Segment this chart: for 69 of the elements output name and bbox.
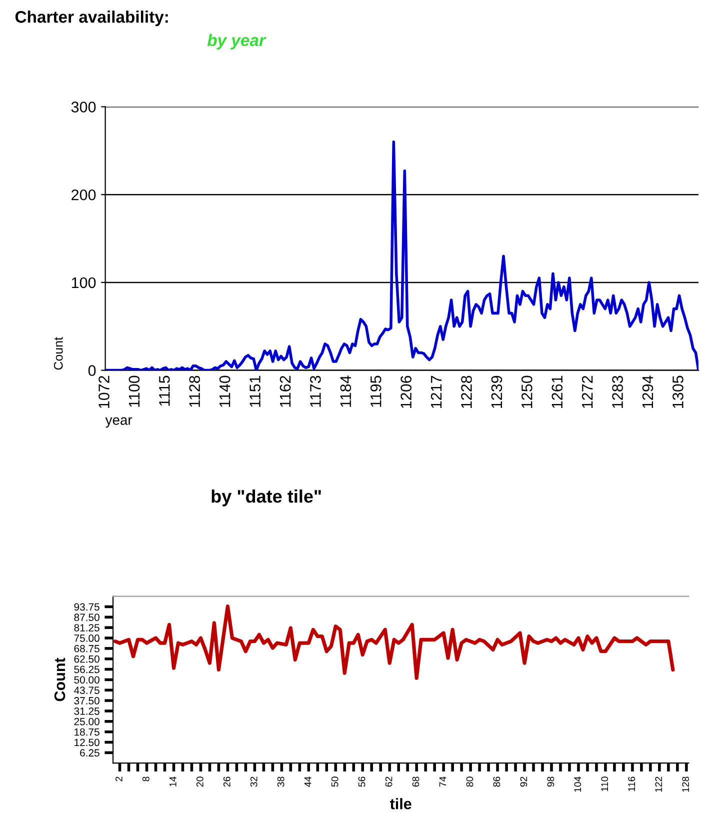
x-tick-label: 1294 xyxy=(642,376,654,408)
x-tick-label: 1115 xyxy=(159,376,170,406)
x-tick-label: 20 xyxy=(196,776,204,787)
x-tick-label: 1217 xyxy=(430,376,442,408)
y-tick-label: 50.00 xyxy=(74,676,100,684)
x-tick-label: 1128 xyxy=(189,376,200,407)
x-tick-label: 92 xyxy=(520,776,528,787)
x-tick-label: 116 xyxy=(628,776,636,792)
line-series xyxy=(113,604,675,680)
y-tick-label: 93.75 xyxy=(74,603,100,611)
chart-subtitle: by year xyxy=(207,34,266,50)
x-tick-label: 74 xyxy=(439,776,446,787)
y-tick-label: 31.25 xyxy=(74,707,100,715)
x-tick-label: 2 xyxy=(115,776,122,782)
x-tick-label: 50 xyxy=(331,776,338,787)
x-tick-label: 1305 xyxy=(672,376,684,408)
x-tick-label: 122 xyxy=(655,776,662,792)
x-tick-label: 1228 xyxy=(461,376,472,408)
x-tick-label: 128 xyxy=(682,776,690,792)
x-tick-label: 1239 xyxy=(491,376,502,408)
x-tick-label: 38 xyxy=(277,776,284,787)
x-tick-label: 1206 xyxy=(400,376,412,408)
y-tick-label: 12.50 xyxy=(74,738,100,746)
x-tick-label: 1173 xyxy=(310,376,321,407)
y-tick-label: 56.25 xyxy=(74,666,100,674)
x-tick-label: 86 xyxy=(493,776,500,787)
x-tick-label: 98 xyxy=(547,776,554,787)
x-tick-label: 1140 xyxy=(219,376,230,407)
x-axis-title: tile xyxy=(390,798,412,810)
x-tick-label: 1195 xyxy=(370,376,382,407)
x-tick-label: 1100 xyxy=(128,376,140,407)
y-axis-title: Count xyxy=(54,337,63,370)
x-tick-label: 1261 xyxy=(552,376,563,408)
y-tick-label: 87.50 xyxy=(74,614,100,622)
x-tick-label: 14 xyxy=(170,776,176,786)
y-tick-label: 200 xyxy=(72,189,96,200)
x-tick-label: 1272 xyxy=(582,376,593,408)
x-tick-label: 62 xyxy=(385,776,392,787)
y-tick-label: 25.00 xyxy=(74,718,100,726)
x-tick-label: 104 xyxy=(574,776,582,792)
y-axis-title: Count xyxy=(54,658,66,702)
x-tick-label: 1162 xyxy=(280,376,291,407)
chart-title: Charter availability: xyxy=(15,10,168,26)
y-tick-label: 6.25 xyxy=(80,749,100,757)
x-tick-label: 26 xyxy=(223,776,230,787)
x-tick-label: 1184 xyxy=(340,376,352,407)
y-tick-label: 0 xyxy=(88,365,96,376)
x-tick-label: 1250 xyxy=(522,376,532,408)
x-tick-label: 110 xyxy=(601,776,608,792)
y-tick-label: 300 xyxy=(71,102,96,112)
y-tick-label: 43.75 xyxy=(74,686,100,694)
x-tick-label: 1283 xyxy=(612,376,623,408)
x-tick-label: 80 xyxy=(466,776,474,787)
y-tick-label: 37.50 xyxy=(74,697,100,704)
x-tick-label: 56 xyxy=(358,776,366,787)
y-tick-label: 62.50 xyxy=(74,655,100,663)
y-tick-label: 68.75 xyxy=(74,644,100,652)
x-tick-label: 32 xyxy=(250,776,258,787)
x-tick-label: 68 xyxy=(412,776,420,787)
x-tick-label: 44 xyxy=(304,776,312,787)
x-tick-label: 8 xyxy=(142,776,150,782)
x-axis-title: year xyxy=(105,417,132,428)
x-tick-label: 1072 xyxy=(98,376,110,408)
y-tick-label: 81.25 xyxy=(74,624,100,632)
chart-title: by "date tile" xyxy=(212,489,321,506)
y-tick-label: 100 xyxy=(72,277,96,288)
x-tick-label: 1151 xyxy=(250,376,260,407)
y-tick-label: 75.00 xyxy=(74,634,100,642)
y-tick-label: 18.75 xyxy=(74,728,100,736)
